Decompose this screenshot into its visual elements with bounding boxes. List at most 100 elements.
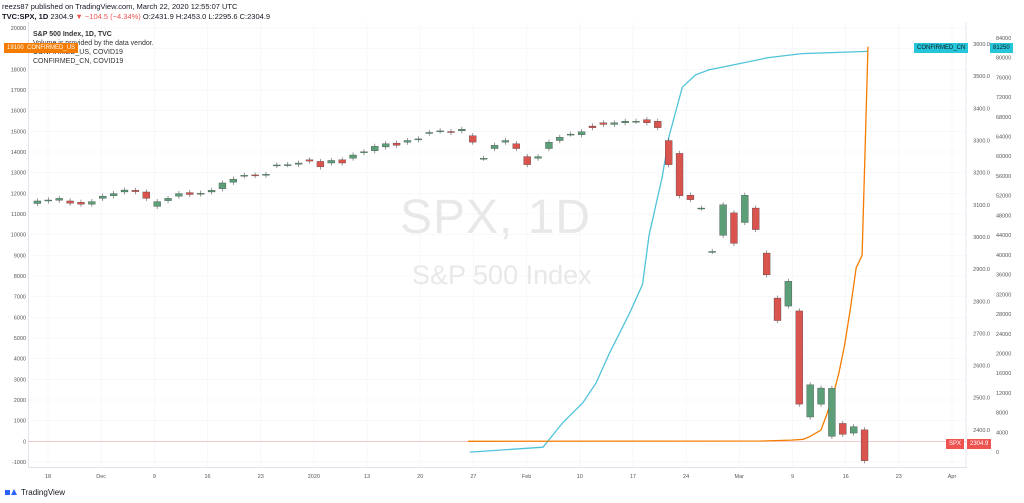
left-axis-tick: 14000 <box>11 150 26 156</box>
candle-body <box>349 154 357 159</box>
candle-body <box>207 190 216 193</box>
candle-body <box>458 129 466 132</box>
left-axis-tick: 17000 <box>11 88 26 94</box>
price-axis-tick: 3000.0 <box>973 235 990 241</box>
candle-body <box>806 384 814 418</box>
candle-body <box>752 207 760 230</box>
price-axis-tick: 2400.0 <box>973 428 990 434</box>
confirmed-cn-value: 81250 <box>990 43 1013 53</box>
candle-body <box>436 130 444 133</box>
right-axis-tick: 48000 <box>996 213 1011 219</box>
candle-body <box>153 201 161 207</box>
candle-body <box>719 204 727 236</box>
legend-note: Volume is provided by the data vendor. <box>33 40 154 47</box>
candle-body <box>109 193 118 196</box>
candle-body <box>567 133 575 136</box>
candle-body <box>469 135 477 143</box>
left-axis-tick: 10000 <box>11 233 26 239</box>
candle-body <box>360 151 368 153</box>
left-axis-tick: 1000 <box>14 419 26 425</box>
left-axis-tick: 7000 <box>14 295 26 301</box>
candle-body <box>741 195 749 223</box>
left-axis-tick: 3000 <box>14 377 26 383</box>
candle-body <box>88 201 96 205</box>
right-axis-tick: 60000 <box>996 154 1011 160</box>
right-axis-tick: 24000 <box>996 332 1011 338</box>
candle-body <box>392 142 401 146</box>
price-axis-tick: 2600.0 <box>973 364 990 370</box>
confirmed-cn-line <box>469 50 869 453</box>
x-axis-tick: 10 <box>577 474 583 480</box>
right-axis-tick: 36000 <box>996 273 1011 279</box>
candle-body <box>142 191 150 199</box>
spx-price-tag: 2304.9 <box>967 439 992 449</box>
x-axis-tick: Mar <box>735 474 745 480</box>
candle-body <box>218 182 227 189</box>
x-axis-tick: 9 <box>153 474 156 480</box>
right-axis-tick: 16000 <box>996 371 1011 377</box>
candle-body <box>55 198 63 201</box>
candle-body <box>654 121 662 128</box>
spx-tag: SPX <box>946 439 965 449</box>
axes: 2000019000180001700016000150001400013000… <box>11 26 1012 480</box>
x-axis-tick: 23 <box>258 474 264 480</box>
left-axis-tick: 15000 <box>11 129 26 135</box>
right-axis-tick: 44000 <box>996 233 1011 239</box>
legend-series-cn: CONFIRMED_CN, COVID19 <box>33 58 124 65</box>
candle-body <box>577 131 586 135</box>
candle-body <box>588 125 597 128</box>
footer-brand: TradingView <box>21 487 66 497</box>
right-axis-tick: 56000 <box>996 174 1011 180</box>
candle-body <box>382 143 390 148</box>
x-axis-tick: Apr <box>948 474 957 480</box>
candle-body <box>316 161 325 168</box>
price-axis-tick: 3300.0 <box>973 139 990 145</box>
price-axis-tick: 3500.0 <box>973 74 990 80</box>
candle-body <box>839 423 847 435</box>
tradingview-footer[interactable]: TradingView <box>4 487 65 497</box>
candle-body <box>632 121 640 123</box>
candle-body <box>480 158 488 160</box>
candle-body <box>175 193 183 197</box>
candle-body <box>599 122 607 125</box>
chart-plot-area[interactable] <box>28 22 967 468</box>
candle-body <box>447 131 455 133</box>
candle-body <box>295 162 303 165</box>
candle-body <box>131 190 140 192</box>
candle-body <box>501 140 510 143</box>
watermark-name: S&P 500 Index <box>412 260 592 290</box>
symbol-name: TVC:SPX, 1D <box>2 12 49 21</box>
candle-body <box>284 164 292 166</box>
candle-body <box>850 426 858 434</box>
candle-body <box>229 178 237 183</box>
right-axis-tick: 20000 <box>996 352 1011 358</box>
candle-body <box>338 159 346 164</box>
right-axis-tick: 64000 <box>996 135 1011 141</box>
left-axis-tick: 20000 <box>11 26 26 32</box>
candle-body <box>730 212 738 244</box>
x-axis-tick: 13 <box>364 474 370 480</box>
candle-body <box>33 200 42 204</box>
price-change: ▼ −104.5 (−4.34%) <box>75 12 141 21</box>
candle-body <box>675 153 684 196</box>
candle-body <box>120 189 129 193</box>
candle-body <box>305 159 314 162</box>
x-axis-tick: 27 <box>470 474 476 480</box>
candle-body <box>784 281 793 307</box>
candle-body <box>817 387 825 405</box>
price-axis-tick: 2500.0 <box>973 396 990 402</box>
left-axis-tick: 11000 <box>11 212 26 218</box>
right-axis-tick: 52000 <box>996 194 1011 200</box>
price-axis-tick: 2900.0 <box>973 267 990 273</box>
candle-body <box>186 192 194 195</box>
right-axis-tick: 4000 <box>996 430 1008 436</box>
candle-body <box>860 429 869 461</box>
candle-body <box>77 202 85 205</box>
price-axis-tick: 3400.0 <box>973 106 990 112</box>
candle-body <box>262 174 270 176</box>
candle-body <box>643 119 651 123</box>
last-price: 2304.9 <box>50 12 74 21</box>
candle-body <box>425 132 433 134</box>
price-axis-tick: 3600.0 <box>973 42 990 48</box>
